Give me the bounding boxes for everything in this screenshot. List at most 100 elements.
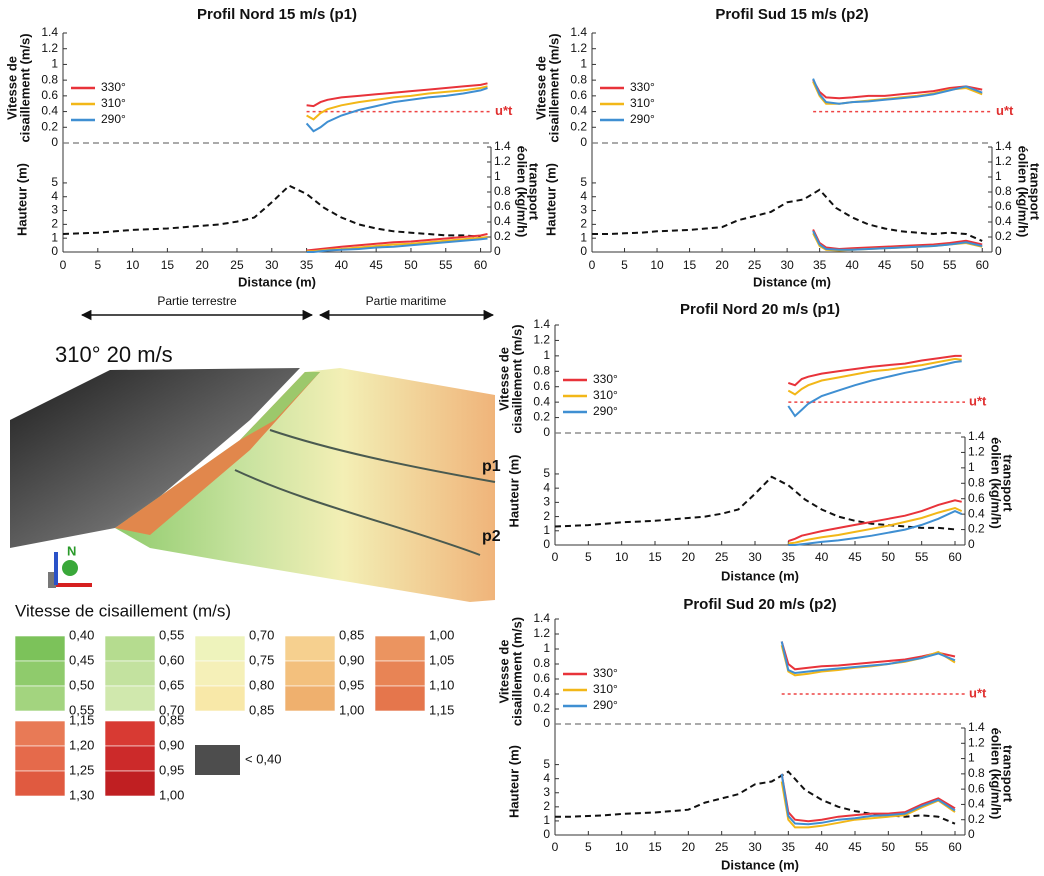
- y2-tick-label: 1: [494, 169, 501, 183]
- y2-tick-label: 0.4: [968, 506, 985, 520]
- x-tick-label: 40: [335, 258, 349, 272]
- x-tick-label: 35: [782, 550, 796, 564]
- legend-label: 310°: [593, 682, 618, 696]
- legend-label: 0,95: [339, 677, 364, 692]
- x-tick-label: 60: [948, 550, 962, 564]
- y-axis-label: Vitesse de: [496, 639, 511, 703]
- x-tick-label: 35: [300, 258, 314, 272]
- x-axis-label: Distance (m): [721, 857, 799, 872]
- x-tick-label: 15: [683, 258, 697, 272]
- legend-swatch: [374, 635, 426, 662]
- legend-swatch: [14, 635, 66, 662]
- y2-axis-label: transport: [527, 163, 542, 221]
- x-tick-label: 55: [439, 258, 453, 272]
- y2-tick-label: 0: [494, 244, 501, 258]
- legend-swatch: [194, 635, 246, 662]
- elevation-line: [62, 184, 481, 238]
- legend-label: 0,75: [249, 652, 274, 667]
- y2-tick-label: 1.4: [968, 429, 985, 443]
- y2-tick-label: 1.2: [968, 735, 985, 749]
- zone-label: Partie terrestre: [157, 294, 237, 308]
- y2-tick-label: 1: [995, 169, 1002, 183]
- x-tick-label: 25: [715, 550, 729, 564]
- y2-tick-label: 0.6: [995, 199, 1012, 213]
- x-tick-label: 60: [474, 258, 488, 272]
- legend-label: 1,05: [429, 652, 454, 667]
- y2-tick-label: 0.8: [494, 184, 511, 198]
- y2-tick-label: 1.2: [995, 154, 1012, 168]
- x-tick-label: 0: [552, 550, 559, 564]
- transport-line: [788, 506, 963, 545]
- y-tick-label: 2: [51, 217, 58, 231]
- legend-label: 0,80: [249, 677, 274, 692]
- legend-swatch: [194, 685, 246, 712]
- y-tick-label: 0: [51, 244, 58, 258]
- y-tick-label: 0.4: [570, 104, 587, 118]
- legend-swatch: [104, 685, 156, 712]
- x-tick-label: 50: [882, 550, 896, 564]
- legend-swatch: [284, 635, 336, 662]
- legend-swatch: [374, 660, 426, 687]
- y2-tick-label: 0.2: [968, 522, 985, 536]
- y-axis-label: Hauteur (m): [506, 745, 521, 818]
- shear-line: [306, 82, 488, 108]
- x-tick-label: 0: [60, 258, 67, 272]
- legend-label: 0,90: [339, 652, 364, 667]
- legend-swatch: [104, 660, 156, 687]
- legend-swatch: [104, 635, 156, 662]
- legend-label: 290°: [630, 112, 655, 126]
- y-tick-label: 1: [543, 348, 550, 362]
- shear-line: [305, 87, 488, 133]
- y-tick-label: 1: [543, 813, 550, 827]
- legend-label: 0,95: [159, 762, 184, 777]
- x-tick-label: 5: [585, 550, 592, 564]
- y2-tick-label: 0.4: [995, 214, 1012, 228]
- y2-tick-label: 1.4: [968, 720, 985, 734]
- legend-swatch: [14, 685, 66, 712]
- y-tick-label: 0.6: [41, 88, 58, 102]
- dune-slope: [240, 372, 320, 440]
- x-tick-label: 30: [748, 840, 762, 854]
- transport-line: [812, 229, 983, 251]
- x-tick-label: 15: [161, 258, 175, 272]
- shear-line: [787, 354, 962, 387]
- chart-title: Profil Sud 20 m/s (p2): [683, 596, 836, 613]
- zone-label: Partie maritime: [366, 294, 447, 308]
- y2-axis-label: transport: [1028, 163, 1043, 221]
- y2-tick-label: 1.2: [968, 445, 985, 459]
- threshold-label: u*t: [996, 103, 1014, 118]
- legend-label: 0,70: [159, 702, 184, 717]
- shear-line: [780, 641, 956, 671]
- y-tick-label: 0: [543, 827, 550, 841]
- legend-title: Vitesse de cisaillement (m/s): [15, 601, 231, 620]
- y-axis-label: Vitesse de: [496, 347, 511, 411]
- y-tick-label: 5: [51, 175, 58, 189]
- profile-line: [234, 469, 481, 556]
- y-tick-label: 0.6: [570, 88, 587, 102]
- legend-swatch: [284, 685, 336, 712]
- y-tick-label: 0.2: [41, 119, 58, 133]
- y2-tick-label: 0.8: [968, 766, 985, 780]
- y-tick-label: 2: [580, 217, 587, 231]
- transport-line: [306, 236, 488, 253]
- y2-tick-label: 0.6: [968, 781, 985, 795]
- x-tick-label: 20: [682, 550, 696, 564]
- y2-axis-label: éolien (kg/m/h): [1016, 146, 1031, 238]
- legend-label: 0,45: [69, 652, 94, 667]
- x-tick-label: 20: [682, 840, 696, 854]
- y2-tick-label: 1: [968, 460, 975, 474]
- transport-line: [788, 510, 963, 546]
- x-tick-label: 20: [196, 258, 210, 272]
- legend-label: 0,90: [159, 737, 184, 752]
- legend-label: 0,85: [159, 712, 184, 727]
- y2-axis-label: transport: [1001, 745, 1016, 803]
- y-tick-label: 3: [543, 495, 550, 509]
- legend-label: 0,50: [69, 677, 94, 692]
- y2-axis-label: éolien (kg/m/h): [989, 437, 1004, 529]
- x-tick-label: 10: [650, 258, 664, 272]
- legend-label: 290°: [593, 404, 618, 418]
- shear-line: [787, 357, 962, 396]
- y-tick-label: 0: [51, 135, 58, 149]
- beach-area: [115, 368, 495, 602]
- y-tick-label: 0.8: [41, 72, 58, 86]
